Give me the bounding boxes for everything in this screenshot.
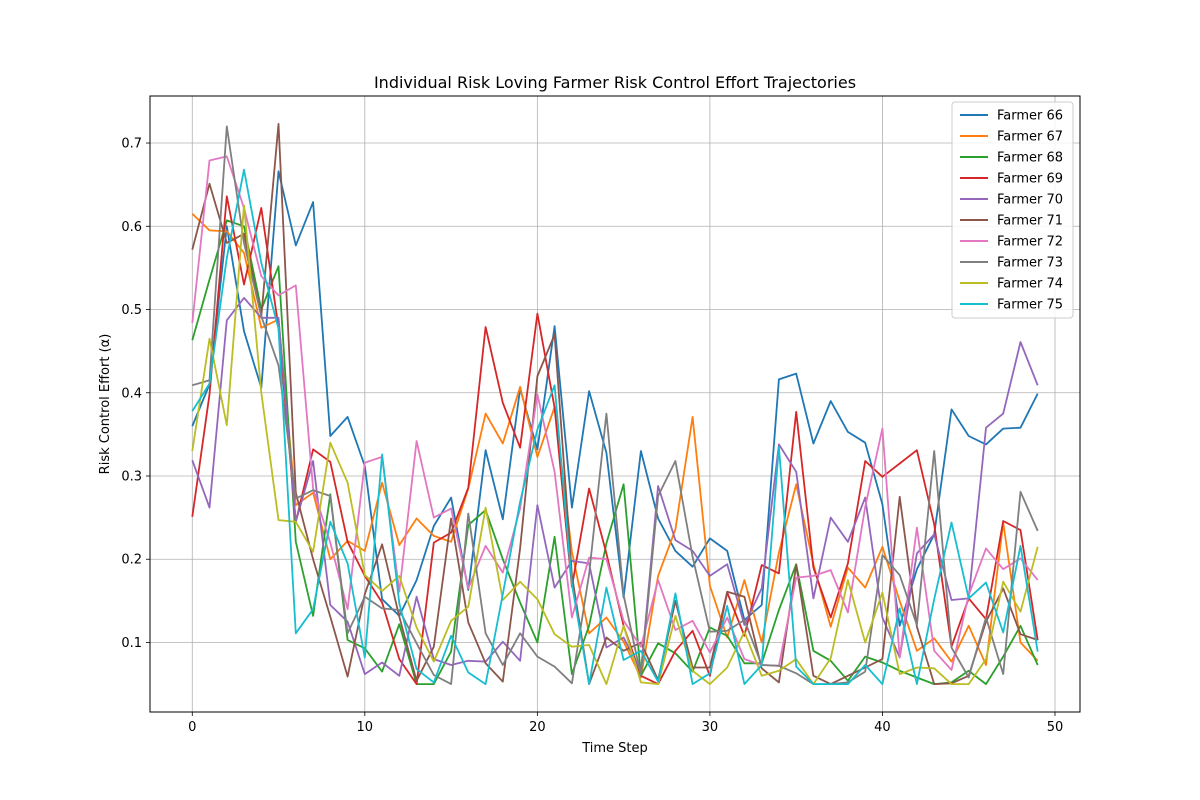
y-tick-label: 0.5 — [121, 303, 142, 318]
series-lines — [191, 123, 1039, 685]
y-tick-label: 0.3 — [121, 470, 142, 485]
y-axis-ticks: 0.1 0.2 0.3 0.4 0.5 0.6 0.7 — [121, 137, 150, 651]
legend-label-farmer-67: Farmer 67 — [997, 130, 1063, 145]
plot-frame — [149, 95, 1081, 713]
series-line-farmer-71 — [191, 123, 1038, 685]
y-axis-label: Risk Control Effort (α) — [98, 334, 113, 475]
y-tick-label: 0.2 — [121, 553, 142, 568]
x-tick-label: 50 — [1047, 720, 1064, 735]
legend-label-farmer-75: Farmer 75 — [997, 298, 1063, 313]
y-tick-label: 0.6 — [121, 220, 142, 235]
x-tick-label: 30 — [702, 720, 719, 735]
x-axis-ticks: 0 10 20 30 40 50 — [188, 712, 1063, 735]
legend-label-farmer-73: Farmer 73 — [997, 256, 1063, 271]
y-tick-label: 0.1 — [121, 636, 142, 651]
y-tick-label: 0.7 — [121, 137, 142, 152]
legend-label-farmer-66: Farmer 66 — [997, 109, 1063, 124]
legend-label-farmer-68: Farmer 68 — [997, 151, 1063, 166]
legend-label-farmer-71: Farmer 71 — [997, 214, 1063, 229]
y-tick-label: 0.4 — [121, 386, 142, 401]
legend-label-farmer-69: Farmer 69 — [997, 172, 1063, 187]
x-tick-label: 0 — [188, 720, 196, 735]
grid-lines — [150, 96, 1080, 712]
x-tick-label: 40 — [874, 720, 891, 735]
legend-label-farmer-72: Farmer 72 — [997, 235, 1063, 250]
legend-label-farmer-74: Farmer 74 — [997, 277, 1063, 292]
plot-area — [150, 96, 1080, 712]
series-line-farmer-66 — [191, 170, 1039, 627]
x-tick-label: 20 — [529, 720, 546, 735]
series-line-farmer-74 — [191, 204, 1039, 685]
legend: Farmer 66 Farmer 67 Farmer 68 Farmer 69 Farm… — [951, 101, 1074, 319]
series-line-farmer-70 — [191, 296, 1039, 677]
x-axis-label: Time Step — [581, 741, 648, 756]
chart-title: Individual Risk Loving Farmer Risk Contr… — [374, 73, 856, 92]
series-line-farmer-73 — [192, 125, 1039, 685]
x-tick-label: 10 — [357, 720, 374, 735]
legend-label-farmer-70: Farmer 70 — [997, 193, 1063, 208]
series-line-farmer-75 — [191, 168, 1039, 685]
